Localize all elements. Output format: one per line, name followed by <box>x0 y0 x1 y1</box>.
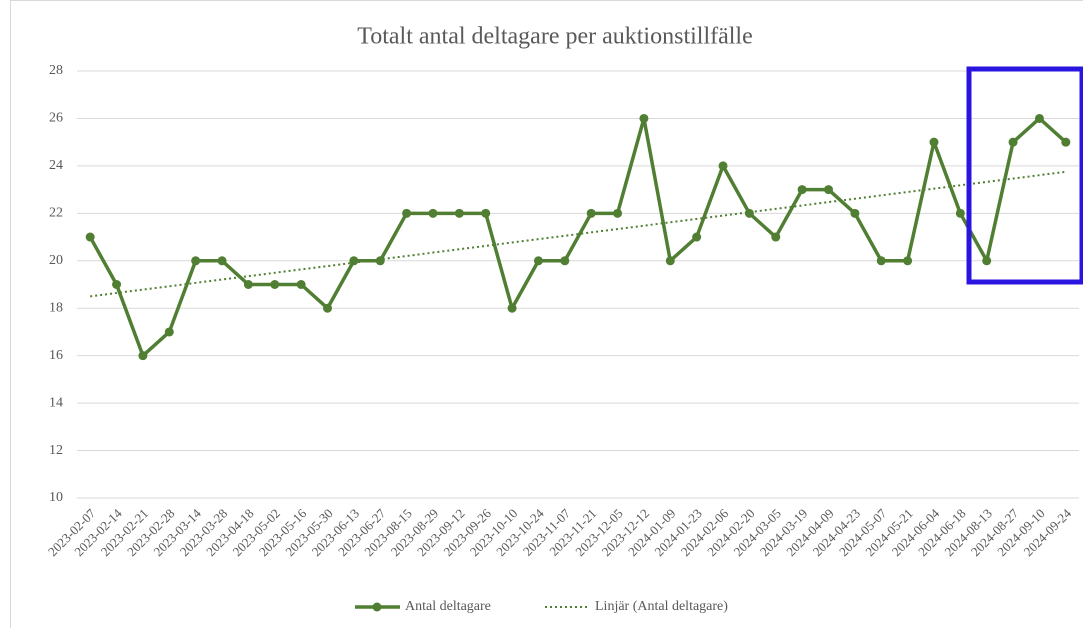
y-tick-label: 16 <box>49 348 63 363</box>
data-point <box>455 209 464 218</box>
y-tick-label: 22 <box>49 206 63 221</box>
data-point <box>1035 114 1044 123</box>
y-tick-label: 10 <box>49 490 63 505</box>
y-tick-label: 26 <box>49 111 63 126</box>
data-point <box>323 304 332 313</box>
data-point <box>798 185 807 194</box>
data-point <box>982 256 991 265</box>
data-point <box>613 209 622 218</box>
data-point <box>244 280 253 289</box>
data-point <box>719 161 728 170</box>
data-point <box>508 304 517 313</box>
chart-title: Totalt antal deltagare per auktionstillf… <box>357 24 753 50</box>
y-tick-label: 28 <box>49 63 63 78</box>
y-tick-label: 24 <box>49 158 63 173</box>
data-point <box>376 256 385 265</box>
data-point <box>850 209 859 218</box>
data-point <box>771 233 780 242</box>
data-point <box>666 256 675 265</box>
data-point <box>428 209 437 218</box>
data-point <box>1061 138 1070 147</box>
data-point <box>639 114 648 123</box>
data-point <box>692 233 701 242</box>
data-point <box>112 280 121 289</box>
data-point <box>402 209 411 218</box>
data-point <box>165 327 174 336</box>
data-point <box>929 138 938 147</box>
data-point <box>138 351 147 360</box>
data-point <box>587 209 596 218</box>
data-point <box>745 209 754 218</box>
data-point <box>481 209 490 218</box>
data-point <box>349 256 358 265</box>
data-point <box>877 256 886 265</box>
data-point <box>191 256 200 265</box>
data-point <box>956 209 965 218</box>
y-tick-label: 12 <box>49 443 63 458</box>
data-point <box>1009 138 1018 147</box>
y-tick-label: 20 <box>49 253 63 268</box>
data-point <box>824 185 833 194</box>
data-point <box>534 256 543 265</box>
y-tick-label: 14 <box>49 395 63 410</box>
data-point <box>560 256 569 265</box>
legend-marker <box>373 603 382 612</box>
data-point <box>218 256 227 265</box>
data-point <box>903 256 912 265</box>
data-point <box>297 280 306 289</box>
legend-label: Antal deltagare <box>405 599 491 614</box>
data-point <box>86 233 95 242</box>
data-point <box>270 280 279 289</box>
legend-label: Linjär (Antal deltagare) <box>595 599 728 614</box>
y-tick-label: 18 <box>49 300 63 315</box>
